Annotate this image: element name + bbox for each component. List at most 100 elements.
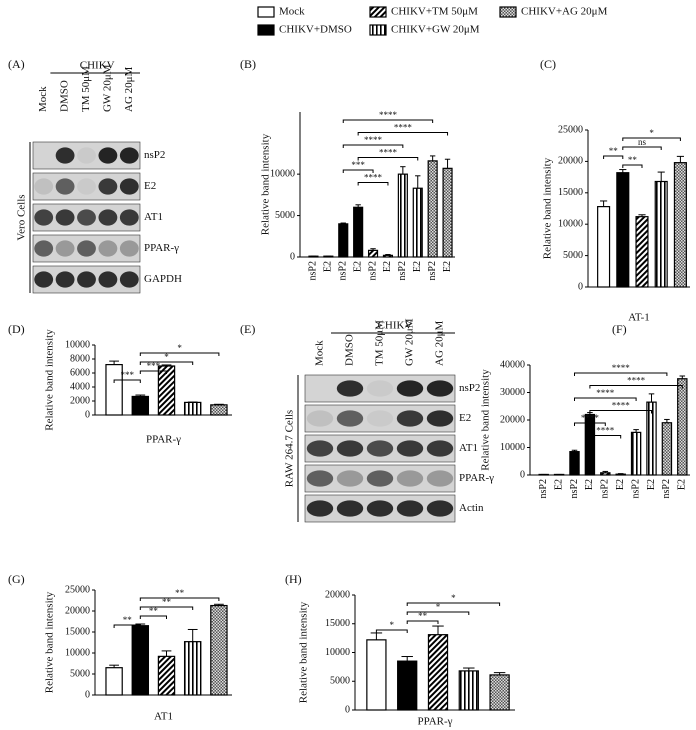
significance-label: **** bbox=[612, 363, 631, 373]
significance-label: **** bbox=[379, 148, 398, 158]
blot-band bbox=[55, 147, 75, 164]
blot-band bbox=[426, 380, 454, 397]
y-tick-label: 20000 bbox=[558, 156, 583, 167]
significance-label: ** bbox=[418, 611, 428, 621]
blot-band bbox=[55, 240, 75, 257]
bar bbox=[382, 254, 394, 258]
bar bbox=[353, 206, 364, 258]
significance-bracket bbox=[406, 602, 501, 606]
group-label: CHIKV bbox=[378, 320, 413, 332]
blot-band bbox=[396, 410, 424, 427]
blot-band bbox=[119, 178, 139, 195]
significance-label: *** bbox=[147, 361, 161, 371]
significance-bracket bbox=[375, 629, 408, 633]
significance-bracket bbox=[574, 372, 668, 376]
blot-band bbox=[119, 147, 139, 164]
y-tick-label: 0 bbox=[85, 689, 90, 700]
blot-band bbox=[98, 271, 118, 288]
significance-bracket bbox=[589, 410, 652, 414]
bar bbox=[630, 431, 642, 476]
row-label: nsP2 bbox=[144, 149, 165, 161]
significance-bracket bbox=[357, 182, 389, 186]
y-tick-label: 0 bbox=[578, 281, 583, 292]
x-tick-label: nsP2 bbox=[569, 479, 580, 498]
blot-band bbox=[77, 209, 96, 226]
y-tick-label: 20000 bbox=[65, 605, 90, 616]
y-tick-label: 40000 bbox=[500, 359, 525, 370]
panel-label: (B) bbox=[240, 57, 256, 71]
x-tick-label: E2 bbox=[352, 261, 363, 272]
bar bbox=[210, 404, 228, 416]
legend-swatch bbox=[257, 24, 275, 36]
bar bbox=[673, 162, 687, 288]
legend-label: CHIKV+TM 50μM bbox=[391, 6, 478, 18]
legend-swatch bbox=[369, 24, 387, 36]
blot-band bbox=[34, 178, 54, 195]
y-tick-label: 0 bbox=[345, 704, 350, 715]
y-tick-label: 25000 bbox=[558, 124, 583, 135]
blot-band bbox=[366, 410, 394, 427]
significance-label: * bbox=[390, 620, 395, 630]
x-tick-label: E2 bbox=[584, 479, 595, 490]
blot-band bbox=[336, 500, 364, 517]
legend-label: Mock bbox=[279, 6, 305, 18]
panel-label: (D) bbox=[8, 322, 25, 336]
significance-bracket bbox=[139, 370, 167, 374]
significance-label: ns bbox=[638, 137, 647, 147]
blot-band bbox=[366, 470, 394, 487]
legend-swatch bbox=[499, 6, 517, 18]
significance-label: ** bbox=[609, 146, 619, 156]
y-tick-label: 5000 bbox=[330, 676, 350, 687]
bar bbox=[131, 625, 150, 696]
y-tick-label: 10000 bbox=[65, 647, 90, 658]
row-label: Actin bbox=[459, 502, 484, 514]
significance-label: ** bbox=[123, 615, 133, 625]
row-label: E2 bbox=[144, 180, 156, 192]
bar bbox=[584, 413, 596, 476]
y-tick-label: 0 bbox=[290, 251, 295, 262]
significance-bracket bbox=[574, 397, 637, 401]
y-tick-label: 15000 bbox=[65, 626, 90, 637]
x-tick-label: E2 bbox=[382, 261, 393, 272]
y-axis-label: Relative band intensity bbox=[44, 329, 56, 431]
significance-bracket bbox=[357, 132, 449, 136]
significance-label: **** bbox=[581, 413, 600, 423]
blot-band bbox=[119, 240, 139, 257]
blot-band bbox=[396, 440, 424, 457]
lane-label: GW 20μM bbox=[101, 64, 113, 112]
blot-band bbox=[396, 470, 424, 487]
significance-bracket bbox=[589, 385, 683, 389]
blot-band bbox=[77, 147, 96, 164]
significance-bracket bbox=[342, 119, 434, 123]
group-label: CHIKV bbox=[80, 60, 115, 72]
y-axis-label: Relative band intensity bbox=[480, 369, 492, 471]
lane-label: TM 50μM bbox=[374, 320, 386, 366]
y-tick-label: 6000 bbox=[70, 367, 90, 378]
blot-band bbox=[336, 380, 364, 397]
blot-band bbox=[55, 209, 75, 226]
blot-band bbox=[119, 209, 139, 226]
y-tick-label: 8000 bbox=[70, 353, 90, 364]
x-tick-label: nsP2 bbox=[427, 261, 438, 280]
x-axis-label: PPAR-γ bbox=[417, 716, 452, 728]
significance-bracket bbox=[603, 155, 624, 159]
lane-label: Mock bbox=[314, 340, 326, 366]
panel-label: (H) bbox=[285, 572, 302, 586]
panel-label: (E) bbox=[240, 322, 255, 336]
significance-label: **** bbox=[364, 173, 383, 183]
x-axis-label: AT-1 bbox=[628, 312, 650, 324]
bar bbox=[427, 634, 449, 711]
blot-band bbox=[98, 147, 118, 164]
blot-band bbox=[306, 410, 334, 427]
y-tick-label: 15000 bbox=[325, 618, 350, 629]
bar bbox=[183, 641, 202, 696]
significance-label: **** bbox=[364, 135, 383, 145]
significance-bracket bbox=[357, 157, 419, 161]
significance-bracket bbox=[139, 352, 220, 356]
significance-label: **** bbox=[394, 123, 413, 133]
lane-label: DMSO bbox=[59, 80, 71, 112]
blot-band bbox=[336, 470, 364, 487]
blot-band bbox=[336, 440, 364, 457]
significance-label: ** bbox=[149, 606, 159, 616]
significance-bracket bbox=[139, 361, 194, 365]
